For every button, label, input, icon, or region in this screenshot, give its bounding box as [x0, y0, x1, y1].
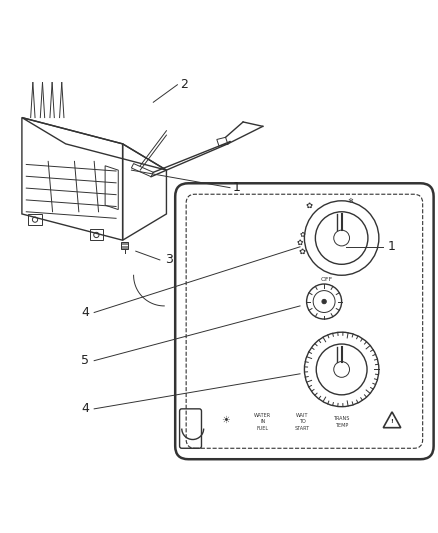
- Text: ✿: ✿: [297, 238, 303, 247]
- Text: 1: 1: [388, 240, 396, 253]
- Circle shape: [322, 300, 326, 304]
- Text: ✿: ✿: [299, 231, 305, 237]
- Text: ✿: ✿: [299, 247, 306, 256]
- Text: ❄: ❄: [347, 198, 353, 204]
- Text: 4: 4: [81, 306, 89, 319]
- Text: ✿: ✿: [305, 201, 312, 209]
- Text: 3: 3: [165, 253, 173, 266]
- Text: 2: 2: [180, 78, 188, 91]
- Text: 1: 1: [233, 181, 240, 194]
- Text: WAIT
TO
START: WAIT TO START: [295, 413, 310, 431]
- Text: ☀: ☀: [221, 415, 230, 425]
- Polygon shape: [121, 243, 128, 249]
- Text: !: !: [391, 419, 393, 424]
- Text: 5: 5: [81, 354, 89, 367]
- Text: WATER
IN
FUEL: WATER IN FUEL: [254, 413, 272, 431]
- Text: TRANS
TEMP: TRANS TEMP: [333, 416, 350, 427]
- Text: 4: 4: [81, 402, 89, 415]
- Text: OFF: OFF: [320, 277, 332, 282]
